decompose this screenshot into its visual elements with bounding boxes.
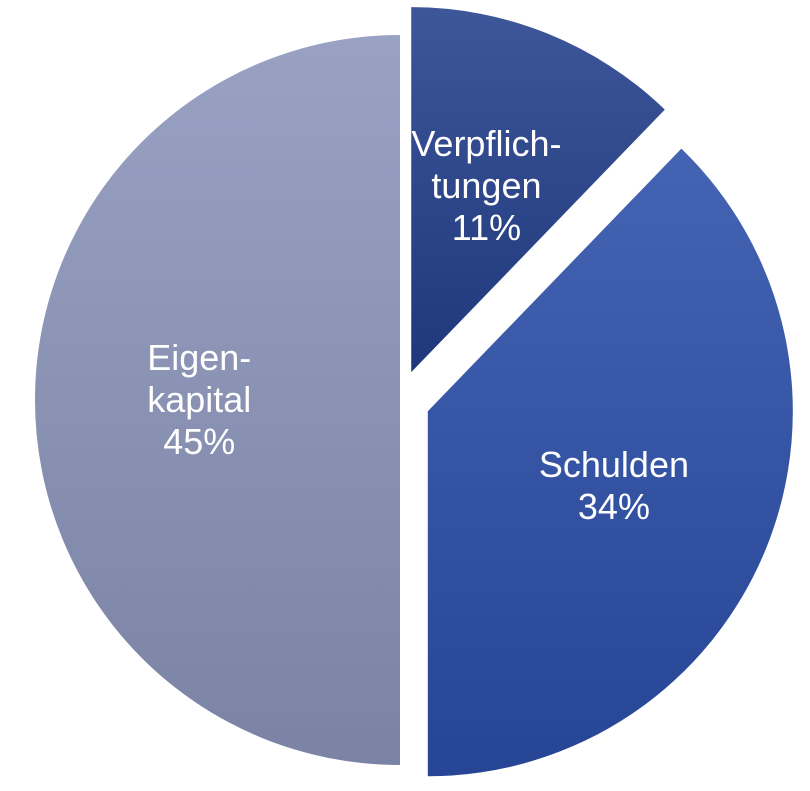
slice-value-label: 34% <box>577 486 650 528</box>
slice-label: Eigen- kapital 45% <box>147 337 251 463</box>
slice-label: Schulden 34% <box>539 444 689 528</box>
slice-category-label: Verpflich- tungen <box>411 123 562 207</box>
slice-label: Verpflich- tungen 11% <box>411 123 561 249</box>
slice-category-label: Eigen- kapital <box>147 337 252 420</box>
slice-shade <box>35 35 400 765</box>
slice-value-label: 11% <box>451 207 522 249</box>
slice-value-label: 45% <box>163 421 236 462</box>
slice-category-label: Schulden <box>538 444 689 486</box>
slice-shade <box>427 148 793 777</box>
slice-shade <box>411 7 665 373</box>
